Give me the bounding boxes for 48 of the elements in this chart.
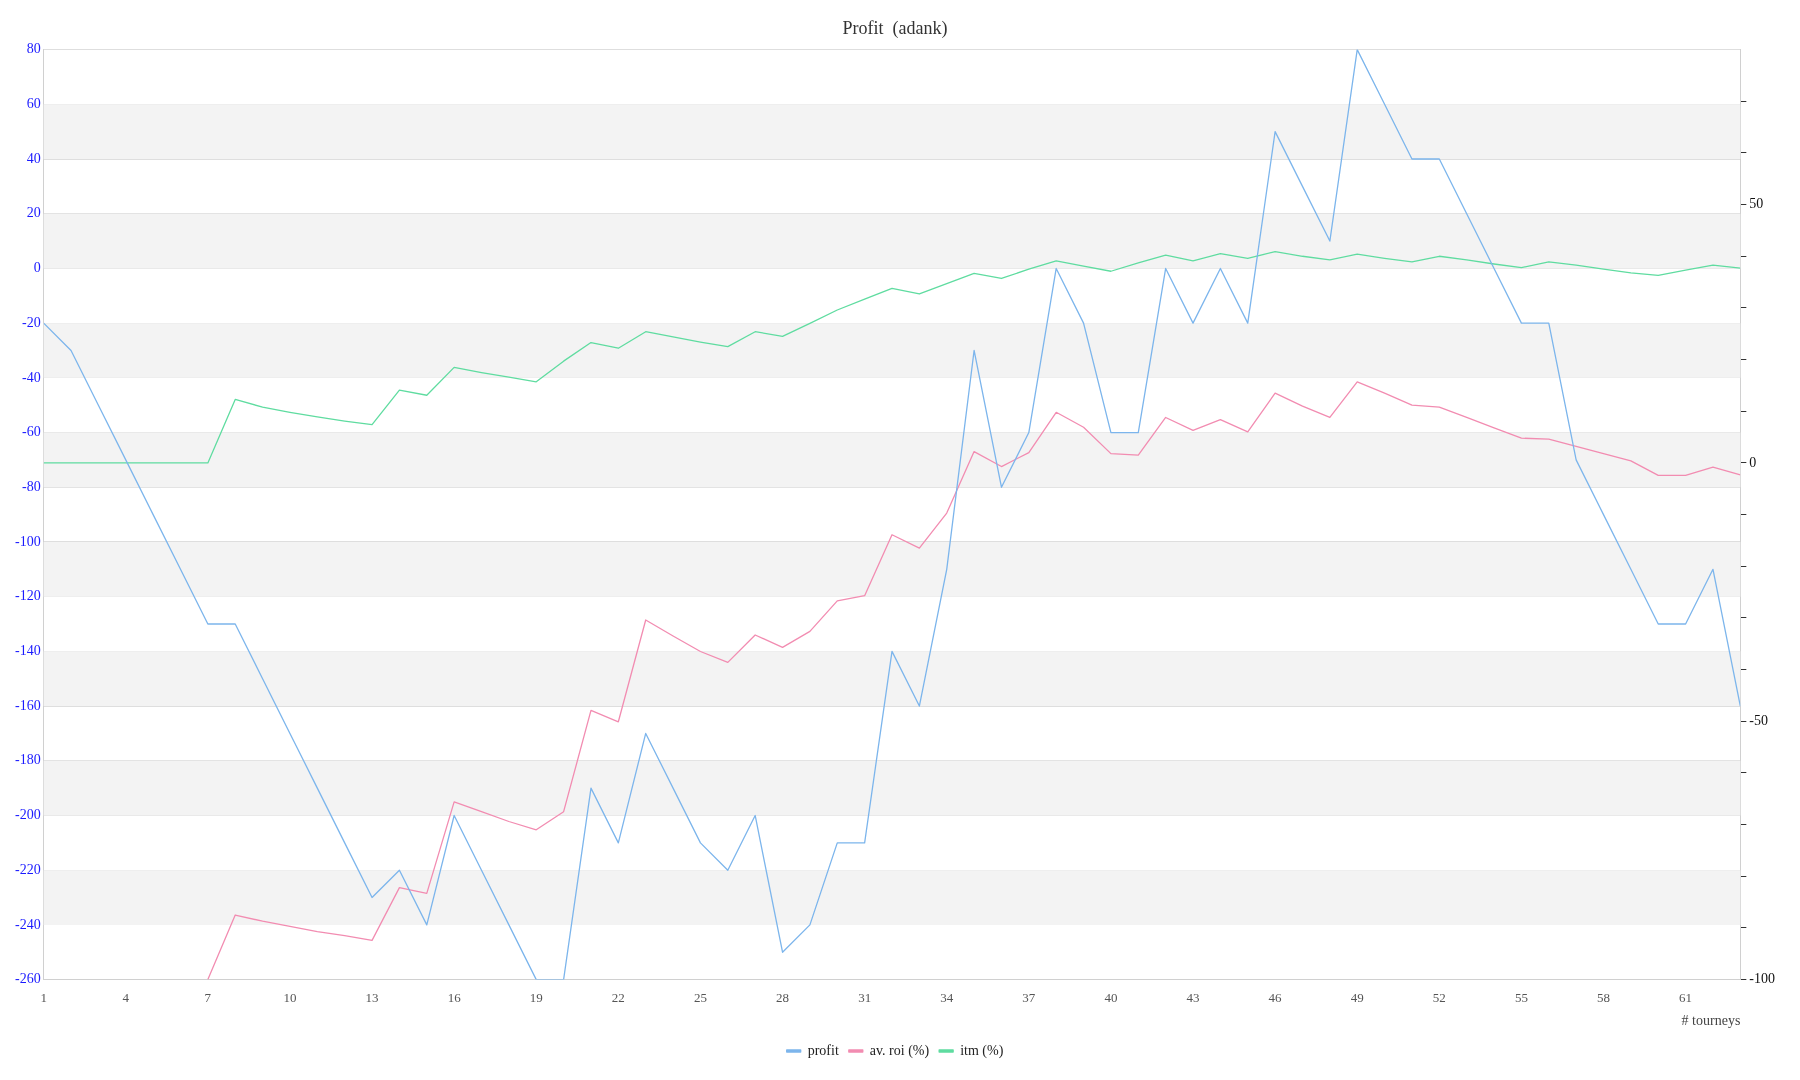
y2-tick-label: -50 bbox=[1749, 712, 1769, 728]
y-tick-label: 60 bbox=[26, 95, 41, 111]
x-tick-label: 1 bbox=[40, 989, 47, 1005]
y-tick-label: -120 bbox=[14, 588, 41, 604]
y-tick-label: 40 bbox=[26, 150, 41, 166]
x-tick-label: 37 bbox=[1022, 989, 1036, 1005]
y-tick-label: -140 bbox=[14, 643, 41, 659]
x-tick-label: 31 bbox=[858, 989, 872, 1005]
y-tick-label: -260 bbox=[14, 971, 41, 987]
y-tick-label: -20 bbox=[21, 314, 41, 330]
legend-label: profit bbox=[807, 1042, 839, 1058]
x-tick-label: 34 bbox=[940, 989, 954, 1005]
x-tick-label: 28 bbox=[776, 989, 790, 1005]
x-tick-label: 19 bbox=[529, 989, 543, 1005]
x-tick-label: 4 bbox=[122, 989, 130, 1005]
x-tick-label: 61 bbox=[1679, 989, 1693, 1005]
x-tick-label: 7 bbox=[204, 989, 212, 1005]
y-tick-label: -100 bbox=[14, 533, 41, 549]
x-tick-label: 16 bbox=[447, 989, 462, 1005]
y2-tick-label: 50 bbox=[1749, 196, 1764, 212]
x-tick-label: 46 bbox=[1268, 989, 1283, 1005]
y-tick-label: -220 bbox=[14, 861, 41, 877]
x-axis-title: # tourneys bbox=[1681, 1013, 1741, 1029]
legend-label: itm (%) bbox=[960, 1042, 1004, 1059]
y-tick-label: -40 bbox=[21, 369, 41, 385]
y-tick-label: -60 bbox=[21, 424, 41, 440]
y-tick-label: -80 bbox=[21, 478, 41, 494]
y-tick-label: 0 bbox=[33, 260, 41, 276]
x-tick-label: 10 bbox=[283, 989, 297, 1005]
x-tick-label: 52 bbox=[1432, 989, 1446, 1005]
y-tick-label: 20 bbox=[26, 205, 41, 221]
x-tick-label: 40 bbox=[1104, 989, 1118, 1005]
x-tick-label: 58 bbox=[1597, 989, 1611, 1005]
x-tick-label: 55 bbox=[1514, 989, 1528, 1005]
x-tick-label: 43 bbox=[1186, 989, 1200, 1005]
legend-label: av. roi (%) bbox=[869, 1042, 930, 1059]
x-tick-label: 25 bbox=[693, 989, 707, 1005]
y-tick-label: -200 bbox=[14, 807, 41, 823]
x-tick-label: 13 bbox=[365, 989, 379, 1005]
y2-tick-label: 0 bbox=[1749, 454, 1757, 470]
y-tick-label: -180 bbox=[14, 752, 41, 768]
y-tick-label: 80 bbox=[26, 41, 41, 57]
chart-title: Profit (adank) bbox=[842, 17, 948, 39]
y2-tick-label: -100 bbox=[1749, 971, 1776, 987]
x-tick-label: 22 bbox=[611, 989, 625, 1005]
y-tick-label: -160 bbox=[14, 697, 41, 713]
x-tick-label: 49 bbox=[1350, 989, 1364, 1005]
y-tick-label: -240 bbox=[14, 916, 41, 932]
